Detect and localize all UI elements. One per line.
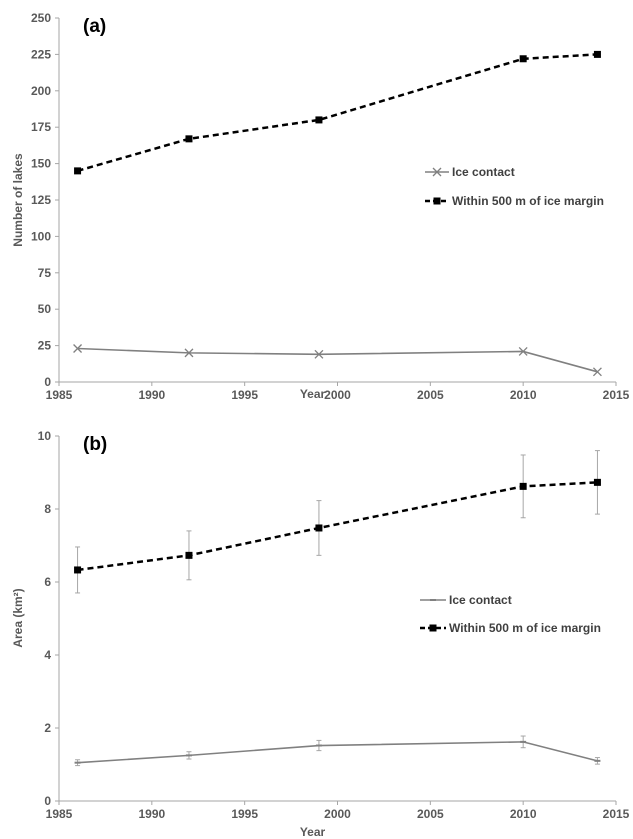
panel-a-series-ice-contact-point-stroke [184, 348, 194, 358]
panel-a-series-ice-contact-point [73, 344, 83, 353]
panel-a-series-ice-contact-point [518, 346, 528, 356]
panel-a-series-ice-contact-line [77, 347, 598, 373]
panel-b-x-tick-label: 2005 [417, 807, 444, 821]
panel-a-legend-entry-ice-contact: Ice contact [425, 165, 515, 179]
panel-a-series-ice-contact-point-stroke [73, 344, 83, 353]
panel-b-series-within-500m-line [77, 481, 598, 572]
panel-a-y-tick-label: 200 [31, 84, 51, 98]
panel-a-y-tick-label: 75 [38, 266, 52, 280]
panel-a-series-within-500m-point [593, 50, 601, 58]
panel-b-legend-entry-ice-contact-label: Ice contact [449, 593, 512, 607]
panel-b-y-tick-label: 0 [44, 794, 51, 808]
panel-a-legend-entry-within-500m: Within 500 m of ice margin [425, 194, 604, 208]
panel-a-legend-entry-ice-contact-label: Ice contact [452, 165, 515, 179]
panel-a-y-tick-label: 175 [31, 120, 51, 134]
panel-a-series-within-500m-point [185, 135, 193, 143]
panel-a-y-tick-label: 250 [31, 11, 51, 25]
panel-b-legend-entry-within-500m-marker [429, 624, 437, 632]
panel-a-x-tick-label: 1995 [231, 388, 258, 402]
panel-a-y-tick-label: 150 [31, 157, 51, 171]
panel-b-legend-entry-within-500m-label: Within 500 m of ice margin [449, 621, 601, 635]
panel-b-series-within-500m-point [74, 566, 82, 574]
panel-a-y-tick-label: 25 [38, 339, 52, 353]
panel-a-y-axis-label: Number of lakes [11, 153, 25, 247]
panel-b-y-axis-label: Area (km²) [11, 588, 25, 647]
panel-a-series-ice-contact-point [314, 349, 324, 359]
panel-a-series-ice-contact-point [592, 367, 602, 377]
panel-a-series-ice-contact-point-stroke [314, 349, 324, 359]
panel-b-series-ice-contact-line [77, 741, 598, 764]
panel-b-series-within-500m-point [519, 482, 527, 490]
panel-b-series-within-500m-point [185, 551, 193, 559]
panel-a-series-within-500m-point [315, 116, 323, 124]
panel-a-x-tick-label: 2015 [603, 388, 630, 402]
panel-b-x-tick-label: 2015 [603, 807, 630, 821]
panel-a-x-tick-label: 2000 [324, 388, 351, 402]
panel-a-legend-entry-ice-contact-marker [432, 167, 442, 177]
panel-b-x-tick-label: 1995 [231, 807, 258, 821]
panel-a-y-tick-label: 225 [31, 47, 51, 61]
panel-b-y-tick-label: 2 [44, 721, 51, 735]
panel-b-x-tick-label: 1990 [138, 807, 165, 821]
panel-b-legend-entry-within-500m: Within 500 m of ice margin [420, 621, 601, 635]
panel-b-y-tick-label: 10 [38, 429, 52, 443]
panel-b-x-tick-label: 2010 [510, 807, 537, 821]
panel-b-x-tick-label: 1985 [46, 807, 73, 821]
panel-a-x-tick-label: 2005 [417, 388, 444, 402]
panel-a-x-tick-label: 1990 [138, 388, 165, 402]
panel-a-series-ice-contact-point [184, 348, 194, 358]
panel-b-label: (b) [83, 434, 107, 455]
panel-a-legend-entry-ice-contact-marker-stroke [432, 167, 442, 177]
panel-b-legend: Ice contact Within 500 m of ice margin [420, 593, 601, 635]
panel-a-series-within-500m-line [77, 53, 598, 173]
panel-a-chart: 0 25 50 75 100 125 150 175 200 225 250 1985 1990 1995… [11, 11, 630, 402]
panel-a-x-tick-label: 2010 [510, 388, 537, 402]
panel-b-y-tick-label: 6 [44, 575, 51, 589]
panel-b-series-within-500m-point [315, 524, 323, 532]
panel-b-x-tick-label: 2000 [324, 807, 351, 821]
panel-b-y-tick-label: 8 [44, 502, 51, 516]
panel-a-y-tick-label: 50 [38, 302, 52, 316]
panel-a-y-tick-label: 0 [44, 375, 51, 389]
panel-a-legend-entry-within-500m-marker [433, 197, 441, 205]
panel-a-series-within-500m-point [519, 55, 527, 63]
panel-a-legend-entry-within-500m-label: Within 500 m of ice margin [452, 194, 604, 208]
panel-a-series-ice-contact-point-stroke [518, 346, 528, 356]
panel-b-legend-entry-ice-contact: Ice contact [420, 593, 512, 607]
panel-a-legend: Ice contact Within 500 m of ice margin [425, 165, 604, 208]
panel-a-x-axis-label: Year [300, 387, 326, 401]
panel-a-y-tick-label: 100 [31, 229, 51, 243]
panel-a-y-tick-label: 125 [31, 193, 51, 207]
panel-a-x-tick-label: 1985 [46, 388, 73, 402]
panel-a-label: (a) [83, 16, 106, 37]
panel-a-series-ice-contact-point-stroke [592, 367, 602, 377]
panel-b-y-tick-label: 4 [44, 648, 51, 662]
panel-b-x-axis-label: Year [300, 825, 326, 839]
panel-b-series-within-500m-point [593, 478, 601, 486]
panel-a-series-within-500m-point [74, 167, 82, 175]
panel-b-chart: 0 2 4 6 8 10 1985 1990 1995 2000 2005 2010 2015 Year A… [11, 429, 630, 839]
